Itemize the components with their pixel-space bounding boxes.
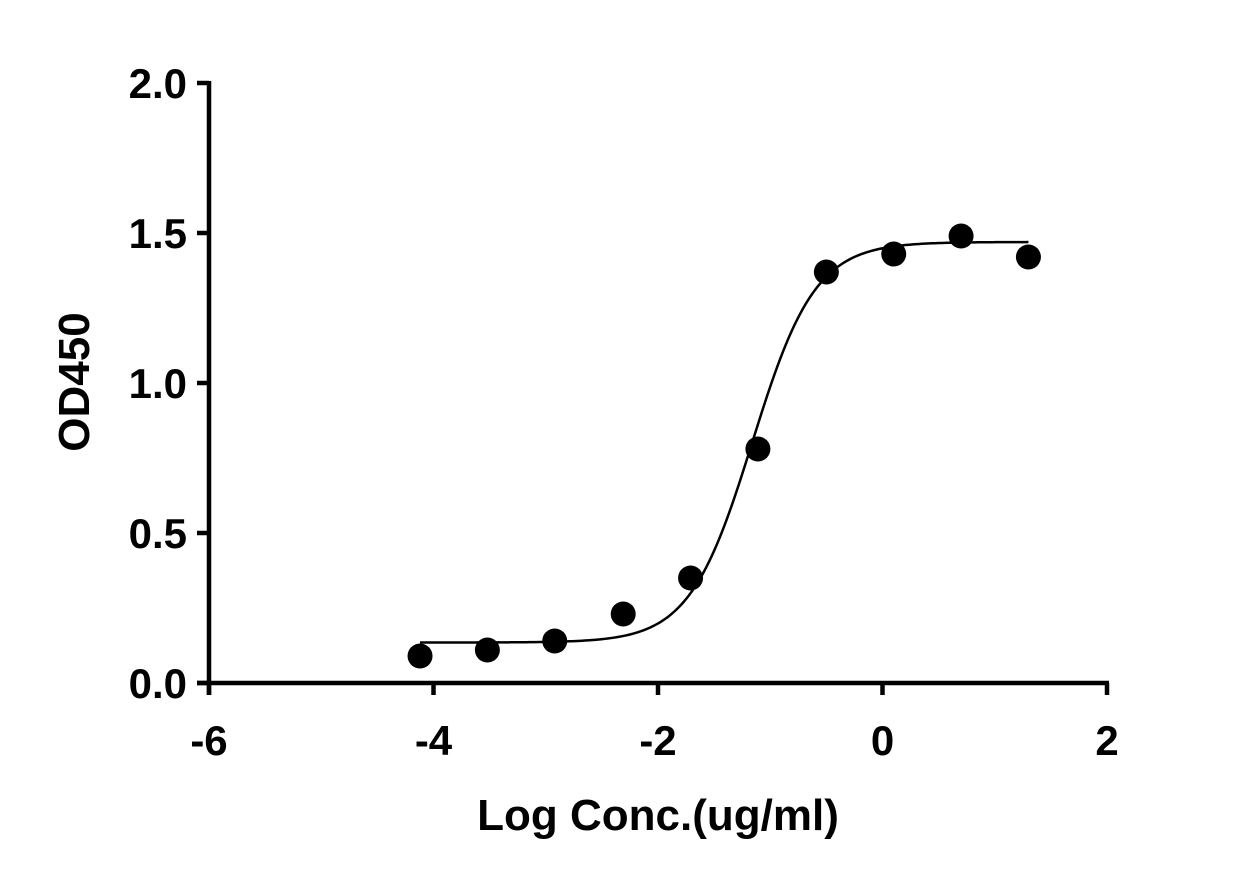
y-tick-label: 0.5 — [129, 510, 187, 557]
x-tick-label: -4 — [415, 717, 453, 764]
x-axis-title: Log Conc.(ug/ml) — [477, 791, 839, 840]
y-axis-title: OD450 — [50, 312, 99, 451]
x-tick-label: -2 — [639, 717, 676, 764]
x-tick-label: 2 — [1095, 717, 1118, 764]
data-point — [542, 628, 568, 654]
axes: 0.0 0.5 1.0 1.5 2.0 -6 -4 -2 0 2 — [129, 60, 1119, 764]
y-tick-label: 0.0 — [129, 660, 187, 707]
data-point — [678, 565, 704, 591]
data-point — [745, 436, 771, 462]
data-points-layer — [407, 223, 1041, 669]
x-tick-label: -6 — [190, 717, 227, 764]
x-tick-label: 0 — [871, 717, 894, 764]
data-point — [610, 601, 636, 627]
fit-curve-layer — [420, 240, 1029, 644]
data-point — [407, 643, 433, 669]
y-tick-label: 1.5 — [129, 210, 187, 257]
y-tick-label: 1.0 — [129, 360, 187, 407]
y-tick-label: 2.0 — [129, 60, 187, 107]
data-point — [813, 259, 839, 285]
data-point — [474, 637, 500, 663]
data-point — [948, 223, 974, 249]
data-point — [881, 241, 907, 267]
data-point — [1015, 244, 1041, 270]
fit-curve — [420, 240, 1029, 644]
